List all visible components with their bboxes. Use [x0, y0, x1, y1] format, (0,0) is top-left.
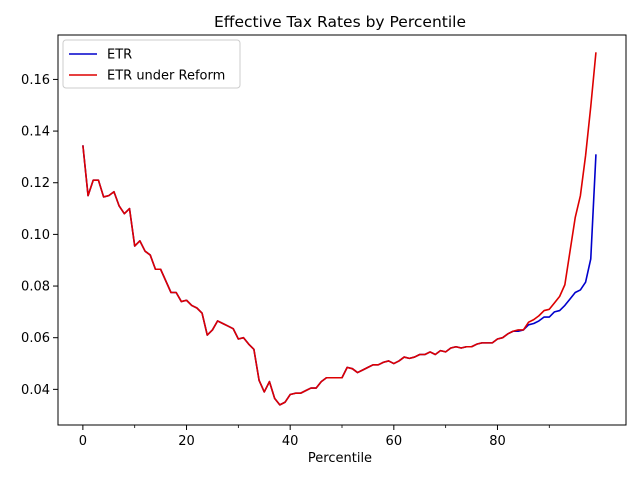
y-tick-label: 0.14: [21, 125, 50, 140]
y-axis-ticks: 0.04 0.06 0.08 0.10 0.12 0.14 0.16: [21, 73, 58, 398]
x-tick-label: 60: [386, 434, 403, 449]
plot-frame: [57, 34, 627, 426]
legend-box: [62, 39, 241, 89]
x-tick-label: 20: [178, 434, 195, 449]
chart-title: Effective Tax Rates by Percentile: [214, 13, 466, 31]
legend: ETR ETR under Reform: [62, 39, 241, 89]
x-tick-label: 0: [79, 434, 87, 449]
x-tick-label: 40: [282, 434, 299, 449]
y-tick-label: 0.16: [21, 73, 50, 88]
x-tick-label: 80: [489, 434, 506, 449]
x-axis-label: Percentile: [308, 451, 372, 466]
legend-label-etr: ETR: [107, 48, 132, 63]
series-lines: [82, 52, 597, 406]
series-line-etr-under-reform: [82, 52, 597, 406]
y-tick-label: 0.12: [21, 176, 50, 191]
plot-area: 0 20 40 60 80 0.04 0.06 0.08 0.10 0.12 0.14 0.16: [21, 34, 627, 449]
legend-label-etr-under-reform: ETR under Reform: [107, 69, 225, 84]
y-tick-label: 0.04: [21, 383, 50, 398]
y-tick-label: 0.08: [21, 280, 50, 295]
y-tick-label: 0.10: [21, 228, 50, 243]
x-axis-ticks: 0 20 40 60 80: [79, 425, 550, 449]
series-line-etr: [82, 145, 597, 406]
y-tick-label: 0.06: [21, 331, 50, 346]
